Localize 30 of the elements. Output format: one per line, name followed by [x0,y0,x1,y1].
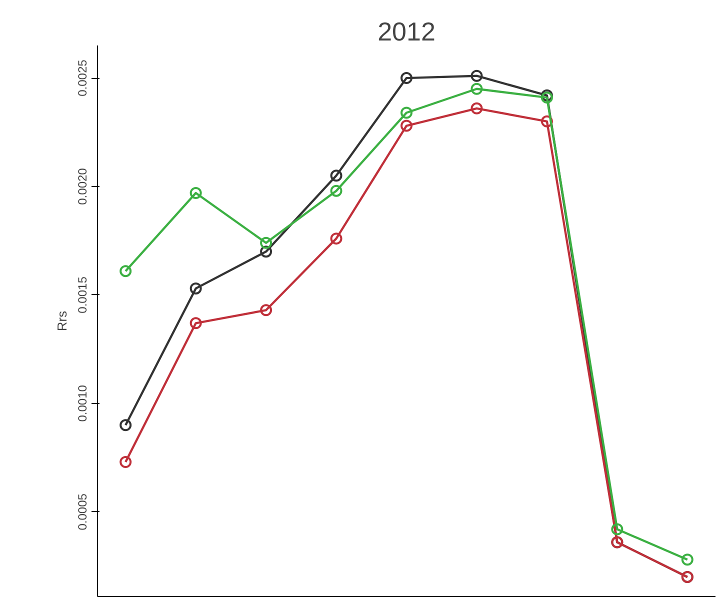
point [330,170,342,182]
point [470,102,483,114]
point [400,106,412,119]
point [400,120,412,132]
point [330,184,342,197]
y-tick-label: 0.0015 [76,276,90,314]
point [120,419,132,432]
point [190,282,202,294]
point [611,523,624,536]
point [260,304,272,316]
point [540,89,553,102]
point [120,265,132,278]
point [400,72,412,84]
point [260,246,272,258]
point [470,82,483,95]
y-tick-label: 0.0005 [76,493,90,530]
y-axis-title: Rrs [54,310,70,332]
point [540,92,553,104]
point [120,456,132,468]
point [190,317,202,330]
point [190,187,202,199]
point [470,70,483,82]
y-tick-label: 0.0020 [76,168,90,205]
point [681,554,694,566]
y-tick-label: 0.0010 [76,384,90,422]
point [330,232,342,245]
point [540,115,553,128]
y-tick-label: 0.0025 [76,59,90,96]
point [260,236,272,249]
chart-title: 2012 [378,16,436,46]
